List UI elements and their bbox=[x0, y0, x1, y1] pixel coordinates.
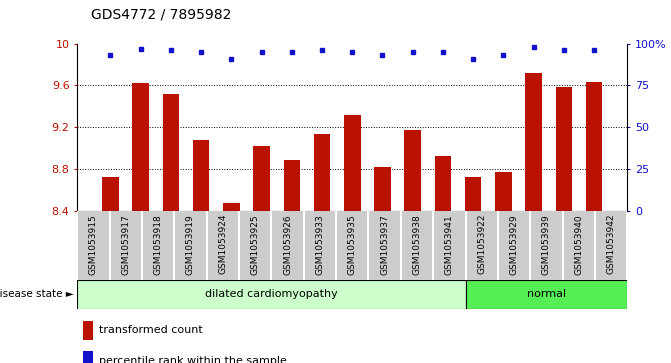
Bar bbox=[435, 156, 452, 211]
Bar bbox=[314, 134, 330, 211]
Bar bbox=[525, 73, 542, 211]
Text: GSM1053926: GSM1053926 bbox=[283, 214, 292, 275]
Text: disease state ►: disease state ► bbox=[0, 289, 74, 299]
Bar bbox=[223, 203, 240, 211]
Text: normal: normal bbox=[527, 289, 566, 299]
Bar bbox=[374, 167, 391, 211]
Bar bbox=[83, 321, 93, 340]
Text: GSM1053922: GSM1053922 bbox=[477, 214, 486, 274]
Bar bbox=[162, 94, 179, 211]
Bar bbox=[77, 280, 466, 309]
Text: GSM1053917: GSM1053917 bbox=[121, 214, 130, 275]
Text: GSM1053925: GSM1053925 bbox=[251, 214, 260, 275]
Bar bbox=[344, 114, 360, 211]
Text: percentile rank within the sample: percentile rank within the sample bbox=[99, 355, 287, 363]
Text: GSM1053939: GSM1053939 bbox=[542, 214, 551, 275]
Text: GSM1053929: GSM1053929 bbox=[509, 214, 519, 275]
Bar bbox=[405, 130, 421, 211]
Bar bbox=[586, 82, 603, 211]
Bar bbox=[102, 177, 119, 211]
Text: GSM1053941: GSM1053941 bbox=[445, 214, 454, 275]
Text: GSM1053924: GSM1053924 bbox=[218, 214, 227, 274]
Bar bbox=[284, 160, 300, 211]
Text: transformed count: transformed count bbox=[99, 326, 203, 335]
Text: GSM1053942: GSM1053942 bbox=[607, 214, 616, 274]
Text: dilated cardiomyopathy: dilated cardiomyopathy bbox=[205, 289, 338, 299]
Text: GSM1053919: GSM1053919 bbox=[186, 214, 195, 275]
Text: GSM1053935: GSM1053935 bbox=[348, 214, 357, 275]
Text: GSM1053937: GSM1053937 bbox=[380, 214, 389, 275]
Bar bbox=[132, 83, 149, 211]
Text: GSM1053938: GSM1053938 bbox=[413, 214, 421, 275]
Text: GSM1053940: GSM1053940 bbox=[574, 214, 583, 275]
Text: GDS4772 / 7895982: GDS4772 / 7895982 bbox=[91, 8, 231, 22]
Bar bbox=[495, 172, 512, 211]
Bar bbox=[83, 351, 93, 363]
Bar bbox=[465, 177, 482, 211]
Text: GSM1053915: GSM1053915 bbox=[89, 214, 98, 275]
Bar bbox=[193, 139, 209, 211]
Bar bbox=[466, 280, 627, 309]
Text: GSM1053933: GSM1053933 bbox=[315, 214, 324, 275]
Text: GSM1053918: GSM1053918 bbox=[154, 214, 162, 275]
Bar bbox=[253, 146, 270, 211]
Bar bbox=[556, 87, 572, 211]
